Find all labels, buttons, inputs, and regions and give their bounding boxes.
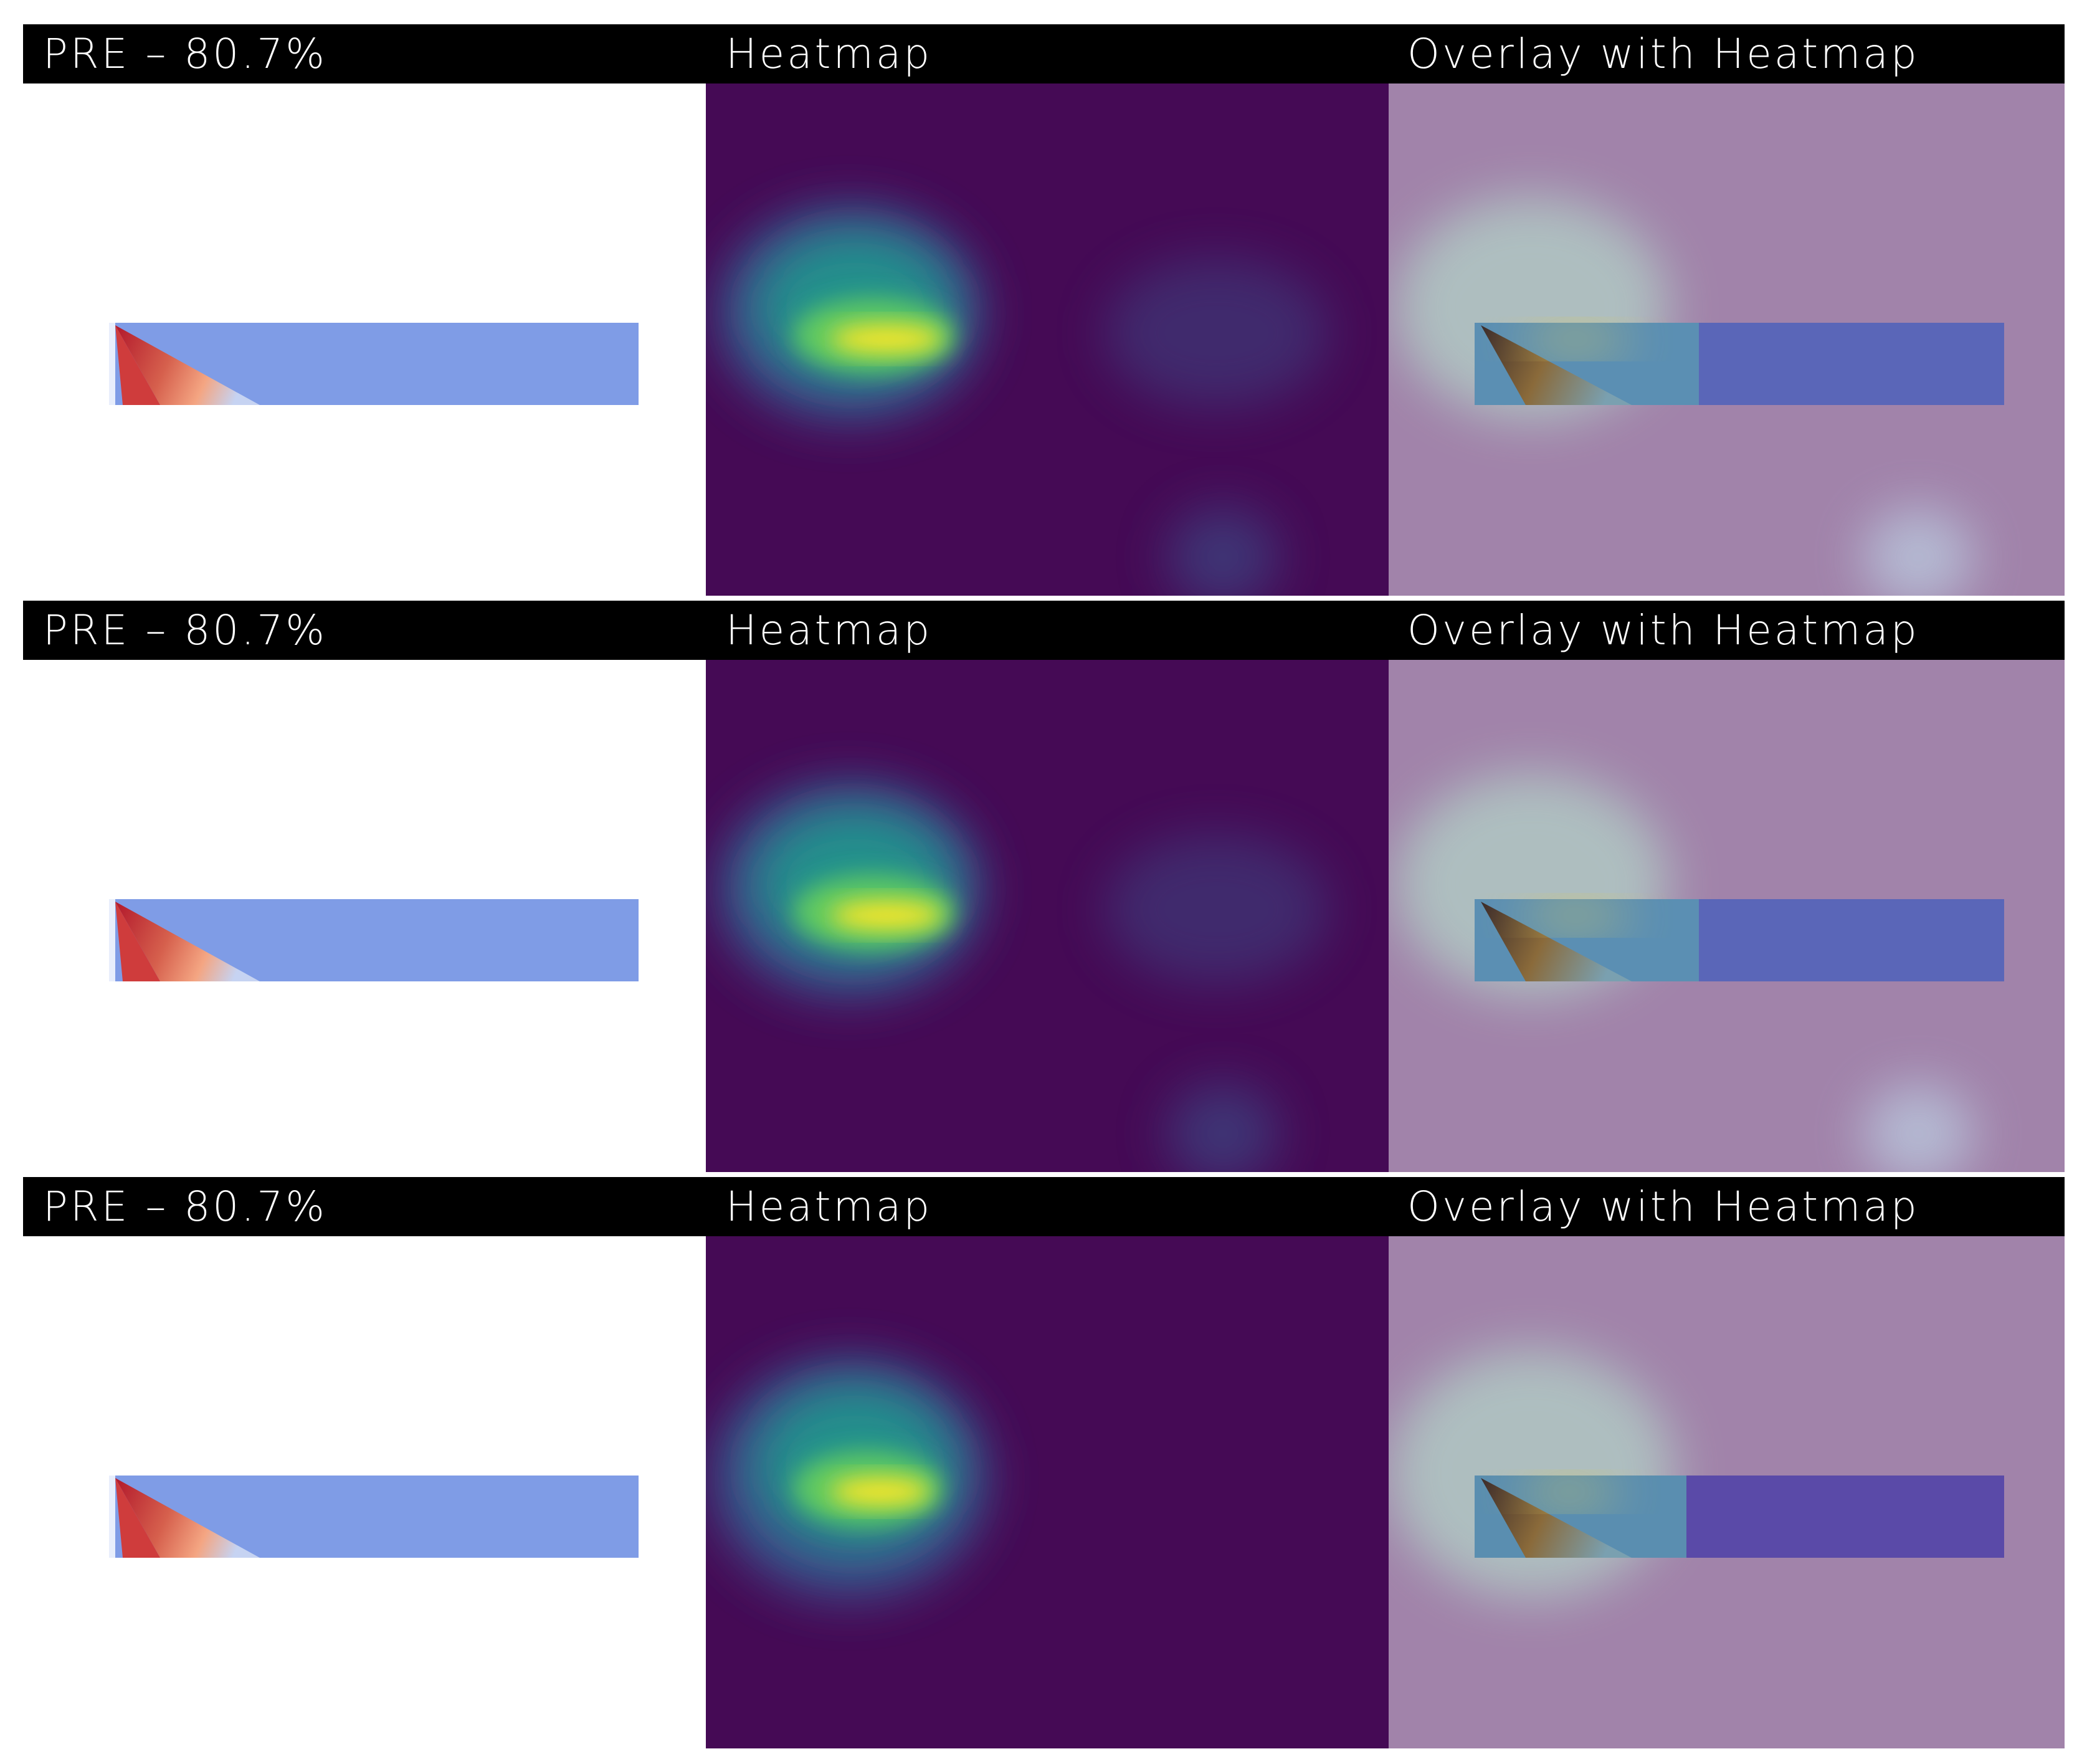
prediction-label: PRE – 80.7% [43, 30, 327, 78]
prediction-label: PRE – 80.7% [43, 606, 327, 654]
heatmap-panel [706, 83, 1389, 596]
heatmap-label: Heatmap [726, 30, 933, 78]
beam-stress-plot [109, 323, 639, 405]
prediction-label: PRE – 80.7% [43, 1183, 327, 1231]
overlay-label: Overlay with Heatmap [1407, 606, 1919, 654]
heatmap-label: Heatmap [726, 1183, 933, 1231]
result-row: PRE – 80.7% Heatmap Overlay with Heatmap [23, 601, 2065, 1172]
overlay-label: Overlay with Heatmap [1407, 1183, 1919, 1231]
activation-heatmap [712, 1361, 986, 1598]
original-image-panel [23, 1236, 706, 1748]
heatmap-panel [706, 1236, 1389, 1748]
result-row: PRE – 80.7% Heatmap Overlay with Heatmap [23, 24, 2065, 596]
overlay-panel [1389, 1236, 2065, 1748]
label-bar: PRE – 80.7% Heatmap Overlay with Heatmap [23, 24, 2065, 83]
heatmap-panel [706, 660, 1389, 1172]
overlay-image [1395, 196, 2004, 596]
overlay-panel [1389, 83, 2065, 596]
beam-stress-plot [109, 899, 639, 981]
label-bar: PRE – 80.7% Heatmap Overlay with Heatmap [23, 601, 2065, 660]
original-image-panel [23, 83, 706, 596]
label-bar: PRE – 80.7% Heatmap Overlay with Heatmap [23, 1177, 2065, 1236]
overlay-label: Overlay with Heatmap [1407, 30, 1919, 78]
activation-heatmap [718, 208, 1329, 596]
beam-stress-plot [109, 1476, 639, 1558]
result-row: PRE – 80.7% Heatmap Overlay with Heatmap [23, 1177, 2065, 1748]
activation-heatmap [718, 784, 1329, 1172]
overlay-image [1395, 772, 2004, 1172]
overlay-panel [1389, 660, 2065, 1172]
heatmap-label: Heatmap [726, 606, 933, 654]
overlay-image [1389, 1348, 2004, 1598]
original-image-panel [23, 660, 706, 1172]
